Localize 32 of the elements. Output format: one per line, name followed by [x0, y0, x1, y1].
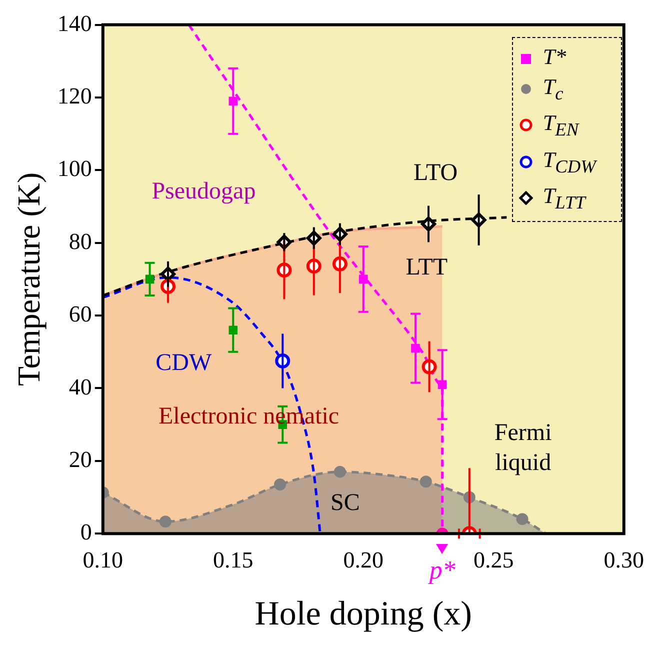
legend-label: T$_{LTT}$: [542, 182, 586, 212]
annotation: SC: [330, 490, 360, 516]
y-tick-label: 60: [68, 302, 92, 327]
legend-label: T$_{EN}$: [542, 110, 579, 140]
legend-label: T$_{CDW}$: [542, 146, 596, 176]
y-tick-label: 120: [57, 84, 92, 109]
y-tick-label: 20: [68, 446, 92, 472]
annotation: LTT: [406, 254, 448, 281]
x-tick-label: 0.10: [82, 547, 124, 572]
annotation: Pseudogap: [152, 178, 256, 204]
y-tick-label: 40: [68, 374, 92, 400]
annotation: LTO: [414, 160, 458, 186]
x-tick-label: 0.20: [343, 547, 384, 572]
y-axis-title: Temperature (K): [10, 172, 47, 386]
y-tick-label: 80: [68, 228, 92, 254]
annotation: Fermi liquid: [494, 420, 552, 476]
x-axis-title: Hole doping (x): [254, 596, 472, 633]
x-tick-label: 0.15: [213, 547, 254, 572]
x-tick-label: 0.25: [474, 547, 514, 572]
point: [516, 513, 528, 526]
point: [159, 516, 172, 528]
point: [420, 476, 432, 488]
x-tick-label: 0.30: [604, 547, 644, 572]
y-tick-label: 0: [80, 520, 92, 545]
annotation: CDW: [156, 350, 212, 376]
y-tick-label: 100: [57, 156, 92, 182]
legend-label: T*: [542, 44, 566, 69]
legend-label: T$_{c}$: [542, 74, 564, 104]
y-tick-label: 140: [57, 10, 92, 36]
point: [334, 466, 346, 478]
point: [274, 478, 286, 491]
annotation: p*: [427, 555, 456, 584]
